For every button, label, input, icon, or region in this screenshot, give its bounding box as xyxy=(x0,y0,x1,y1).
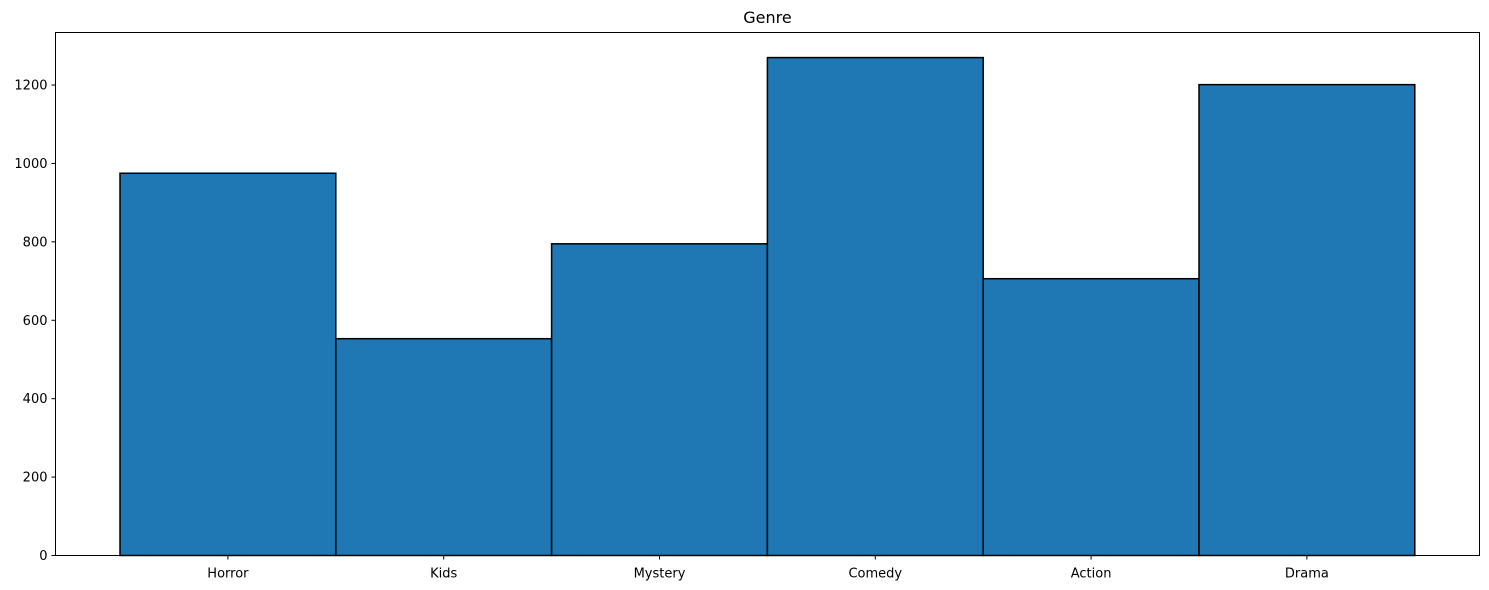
bar-action xyxy=(982,277,1200,557)
y-axis: 0 200 400 600 800 1000 1200 xyxy=(14,79,56,564)
x-tick-label: Comedy xyxy=(848,567,902,582)
y-tick-label: 1200 xyxy=(14,79,47,94)
x-axis: Horror Kids Mystery Comedy Action Drama xyxy=(207,555,1329,582)
y-tick-label: 600 xyxy=(23,314,48,329)
chart-title: Genre xyxy=(743,8,791,27)
y-tick-label: 200 xyxy=(23,471,48,486)
bars-layer xyxy=(119,56,1416,557)
bar-mystery xyxy=(550,243,769,557)
bar-comedy xyxy=(766,56,984,557)
bar-horror xyxy=(119,172,337,557)
x-tick-label: Drama xyxy=(1285,567,1329,582)
bar-kids xyxy=(335,337,553,557)
x-tick-label: Horror xyxy=(207,567,249,582)
x-tick-label: Action xyxy=(1071,567,1112,582)
y-tick-label: 400 xyxy=(23,392,48,407)
y-tick-label: 1000 xyxy=(14,157,47,172)
x-tick-label: Mystery xyxy=(634,567,686,582)
x-tick-label: Kids xyxy=(430,567,457,582)
y-tick-label: 800 xyxy=(23,235,48,250)
y-tick-label: 0 xyxy=(39,549,47,564)
bar-drama xyxy=(1198,83,1416,557)
plot-frame xyxy=(55,32,1480,556)
